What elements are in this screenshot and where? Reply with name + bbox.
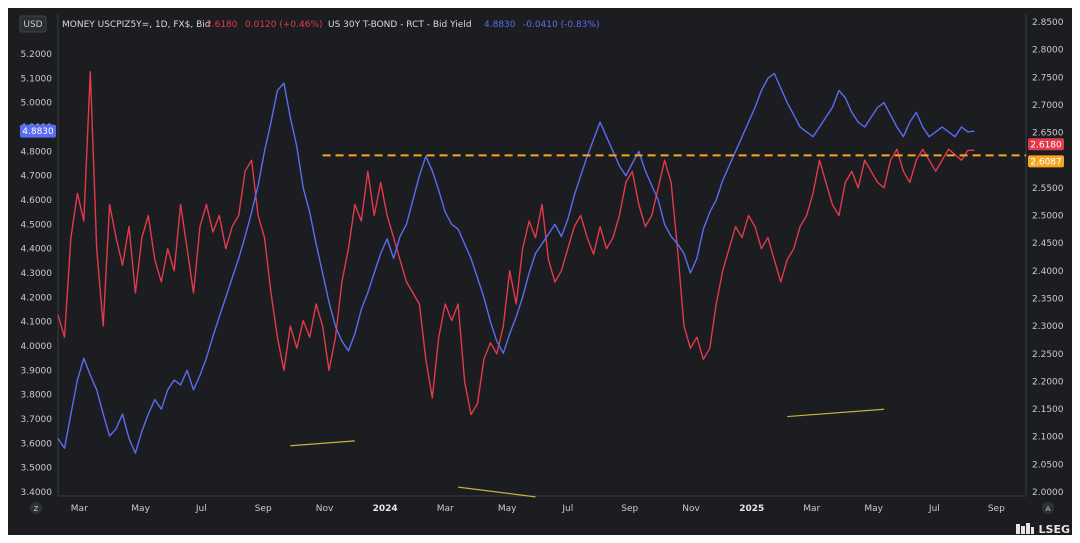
right-tick-label: 2.0000 [1032,488,1064,498]
right-tick-label: 2.2500 [1032,350,1064,360]
x-tick-label: Jul [928,504,940,514]
left-tick-label: 3.4000 [21,488,53,498]
right-tick-label: 2.7500 [1032,73,1064,83]
left-tick-label: 3.6000 [21,439,53,449]
legend-series2-label: US 30Y T-BOND - RCT - Bid Yield [328,20,472,30]
right-tick-label: 2.2000 [1032,377,1064,387]
right-tick-label: 2.8000 [1032,46,1064,56]
x-tick-label: May [864,504,883,514]
x-tick-label: Mar [71,504,88,514]
right-tick-label: 2.3000 [1032,322,1064,332]
left-tick-label: 4.7000 [21,172,53,182]
x-tick-label: Sep [621,504,638,514]
blue-price-badge-text: 4.8830 [22,127,54,137]
right-tick-label: 2.5000 [1032,212,1064,222]
orange-price-badge-text: 2.6087 [1030,157,1062,167]
left-tick-label: 3.9000 [21,366,53,376]
legend-series2-change: -0.0410 (-0.83%) [523,20,599,30]
x-tick-label: Mar [437,504,454,514]
x-tick-label: Jul [561,504,573,514]
right-tick-label: 2.4500 [1032,239,1064,249]
right-tick-label: 2.0500 [1032,460,1064,470]
currency-label: USD [23,20,42,30]
left-tick-label: 4.6000 [21,196,53,206]
red-price-badge-text: 2.6180 [1030,140,1062,150]
blue-price-badge [20,124,56,138]
lseg-logo: LSEG [1015,520,1070,538]
lseg-logo-icon [1015,523,1034,534]
left-tick-label: 4.5000 [21,220,53,230]
zoom-tool-button[interactable] [30,502,42,514]
x-tick-label: 2024 [373,504,398,514]
left-tick-label: 5.0000 [21,99,53,109]
right-tick-label: 2.4000 [1032,267,1064,277]
auto-scale-label: A [1046,505,1051,513]
red-price-badge [1028,138,1064,151]
left-tick-label: 4.1000 [21,318,53,328]
left-tick-label: 4.2000 [21,293,53,303]
right-tick-label: 2.8500 [1032,18,1064,28]
legend-series2-value: 4.8830 [484,20,516,30]
legend-series1-change: 0.0120 (+0.46%) [245,20,323,30]
left-tick-label: 5.1000 [21,74,53,84]
x-tick-label: Nov [316,504,334,514]
orange-price-badge [1028,155,1064,168]
left-axis-ticks: 3.4000 3.5000 3.6000 3.7000 3.8000 3.9000 4.00… [21,50,53,498]
uscpi-swap-line [57,71,975,416]
chart: 3.4000 3.5000 3.6000 3.7000 3.8000 3.9000 4.00… [8,8,1072,535]
x-tick-label: Sep [988,504,1005,514]
x-tick-label: 2025 [739,504,764,514]
left-tick-label: 4.4000 [21,245,53,255]
legend-series1-label: MONEY USCPIZ5Y=, 1D, FX$, Bid [62,20,211,30]
right-tick-label: 2.1500 [1032,405,1064,415]
trend-lines [290,408,885,498]
chart-frame: 3.4000 3.5000 3.6000 3.7000 3.8000 3.9000 4.00… [8,8,1072,535]
right-tick-label: 2.1000 [1032,433,1064,443]
trend-line [787,408,885,418]
x-tick-label: May [131,504,150,514]
right-tick-label: 2.3500 [1032,294,1064,304]
legend: MONEY USCPIZ5Y=, 1D, FX$, Bid 2.6180 0.0… [62,20,599,30]
auto-scale-button[interactable] [1042,502,1054,514]
left-tick-label: 3.5000 [21,464,53,474]
right-tick-label: 2.7000 [1032,101,1064,111]
left-tick-label: 4.0000 [21,342,53,352]
x-axis-ticks: Mar May Jul Sep Nov 2024 Mar May Jul Sep Nov 2025 Ma… [71,504,1005,514]
currency-button[interactable] [19,15,47,33]
chart-background [8,8,1072,535]
left-tick-label: 3.8000 [21,391,53,401]
x-tick-label: Nov [682,504,700,514]
left-tick-label: 5.2000 [21,50,53,60]
lseg-logo-text: LSEG [1038,522,1070,536]
price-badges: 4.8830 2.6180 2.6087 [20,124,1064,168]
left-tick-label: 4.8000 [21,147,53,157]
x-tick-label: May [498,504,517,514]
trend-line [458,486,536,498]
legend-series1-value: 2.6180 [206,20,238,30]
series-layer [57,71,975,454]
right-tick-label: 2.6500 [1032,129,1064,139]
x-tick-label: Mar [803,504,820,514]
left-tick-label: 3.7000 [21,415,53,425]
us30y-yield-line [57,72,975,454]
trend-line [290,440,355,447]
right-tick-label: 2.5500 [1032,184,1064,194]
zoom-tool-label: Z [34,505,39,513]
x-tick-label: Sep [255,504,272,514]
left-tick-label: 4.3000 [21,269,53,279]
x-tick-label: Jul [195,504,207,514]
